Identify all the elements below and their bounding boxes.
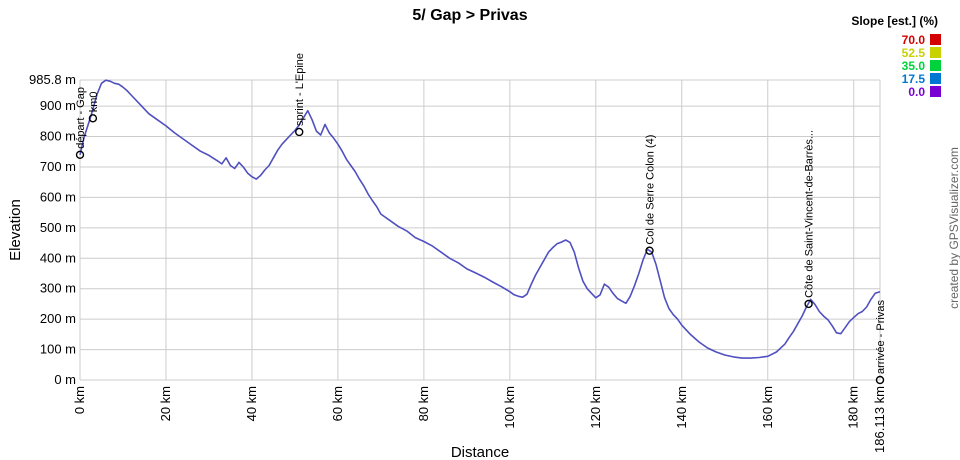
legend-swatch — [930, 47, 941, 58]
legend-title: Slope [est.] (%) — [851, 14, 938, 28]
waypoint-marker — [75, 150, 85, 160]
y-tick-label: 0 m — [54, 372, 76, 387]
waypoint-label: départ - Gap — [75, 87, 87, 149]
slope-legend: Slope [est.] (%) 70.052.535.017.50.0 — [851, 14, 941, 99]
waypoint-marker — [804, 299, 813, 309]
y-tick-label: 800 m — [40, 129, 76, 144]
waypoint-marker — [875, 375, 885, 385]
elevation-series — [79, 79, 881, 359]
waypoints: départ - Gap km0 sprint - L'Epine Col de Se… — [75, 53, 887, 385]
y-tick-label: 900 m — [40, 98, 76, 113]
y-tick-label: 400 m — [40, 250, 76, 265]
legend-swatch — [930, 60, 941, 71]
y-tick-label: 200 m — [40, 311, 76, 326]
chart-title: 5/ Gap > Privas — [412, 7, 527, 24]
legend-swatch — [930, 34, 941, 45]
elevation-line — [79, 79, 881, 359]
legend-value: 17.5 — [902, 72, 926, 86]
legend-value: 52.5 — [902, 46, 926, 60]
waypoint-label: Col de Serre Colon (4) — [645, 135, 657, 245]
x-end-label: 186.113 km — [872, 386, 887, 453]
waypoint-label: arrivée - Privas — [875, 300, 887, 374]
waypoint-label: sprint - L'Epine — [294, 53, 306, 126]
x-axis-ticks: 0 km 20 km 40 km 60 km 80 km 100 km 120 km 140 … — [72, 386, 887, 453]
x-axis-label: Distance — [451, 444, 509, 460]
x-tick-label: 180 km — [846, 386, 861, 429]
x-tick-label: 40 km — [244, 386, 259, 421]
grid — [79, 79, 881, 381]
y-axis-label: Elevation — [7, 199, 24, 261]
legend-swatch — [930, 86, 941, 97]
x-tick-label: 0 km — [72, 386, 87, 414]
y-tick-label: 500 m — [40, 220, 76, 235]
waypoint-marker — [295, 127, 304, 137]
x-tick-label: 160 km — [760, 386, 775, 429]
y-tick-label: 100 m — [40, 342, 76, 357]
y-tick-label: 600 m — [40, 189, 76, 204]
legend-value: 0.0 — [908, 85, 925, 99]
legend-swatch — [930, 73, 941, 84]
x-tick-label: 20 km — [158, 386, 173, 421]
waypoint-marker — [645, 246, 654, 255]
credit-text: created by GPSVisualizer.com — [947, 147, 960, 309]
x-tick-label: 120 km — [588, 386, 603, 429]
waypoint-label: Côte de Saint-Vincent-de-Barrès... — [804, 130, 816, 298]
legend-value: 70.0 — [902, 33, 926, 47]
x-tick-label: 100 km — [502, 386, 517, 429]
x-tick-label: 140 km — [674, 386, 689, 429]
x-tick-label: 80 km — [416, 386, 431, 421]
y-tick-label: 700 m — [40, 159, 76, 174]
y-axis-ticks: 0 m 100 m 200 m 300 m 400 m 500 m 600 m 700 m 80… — [29, 72, 76, 387]
legend-value: 35.0 — [902, 59, 926, 73]
y-tick-label: 300 m — [40, 281, 76, 296]
x-tick-label: 60 km — [330, 386, 345, 421]
waypoint-marker — [88, 114, 98, 123]
y-max-label: 985.8 m — [29, 72, 76, 87]
waypoint-label: km0 — [88, 92, 100, 113]
